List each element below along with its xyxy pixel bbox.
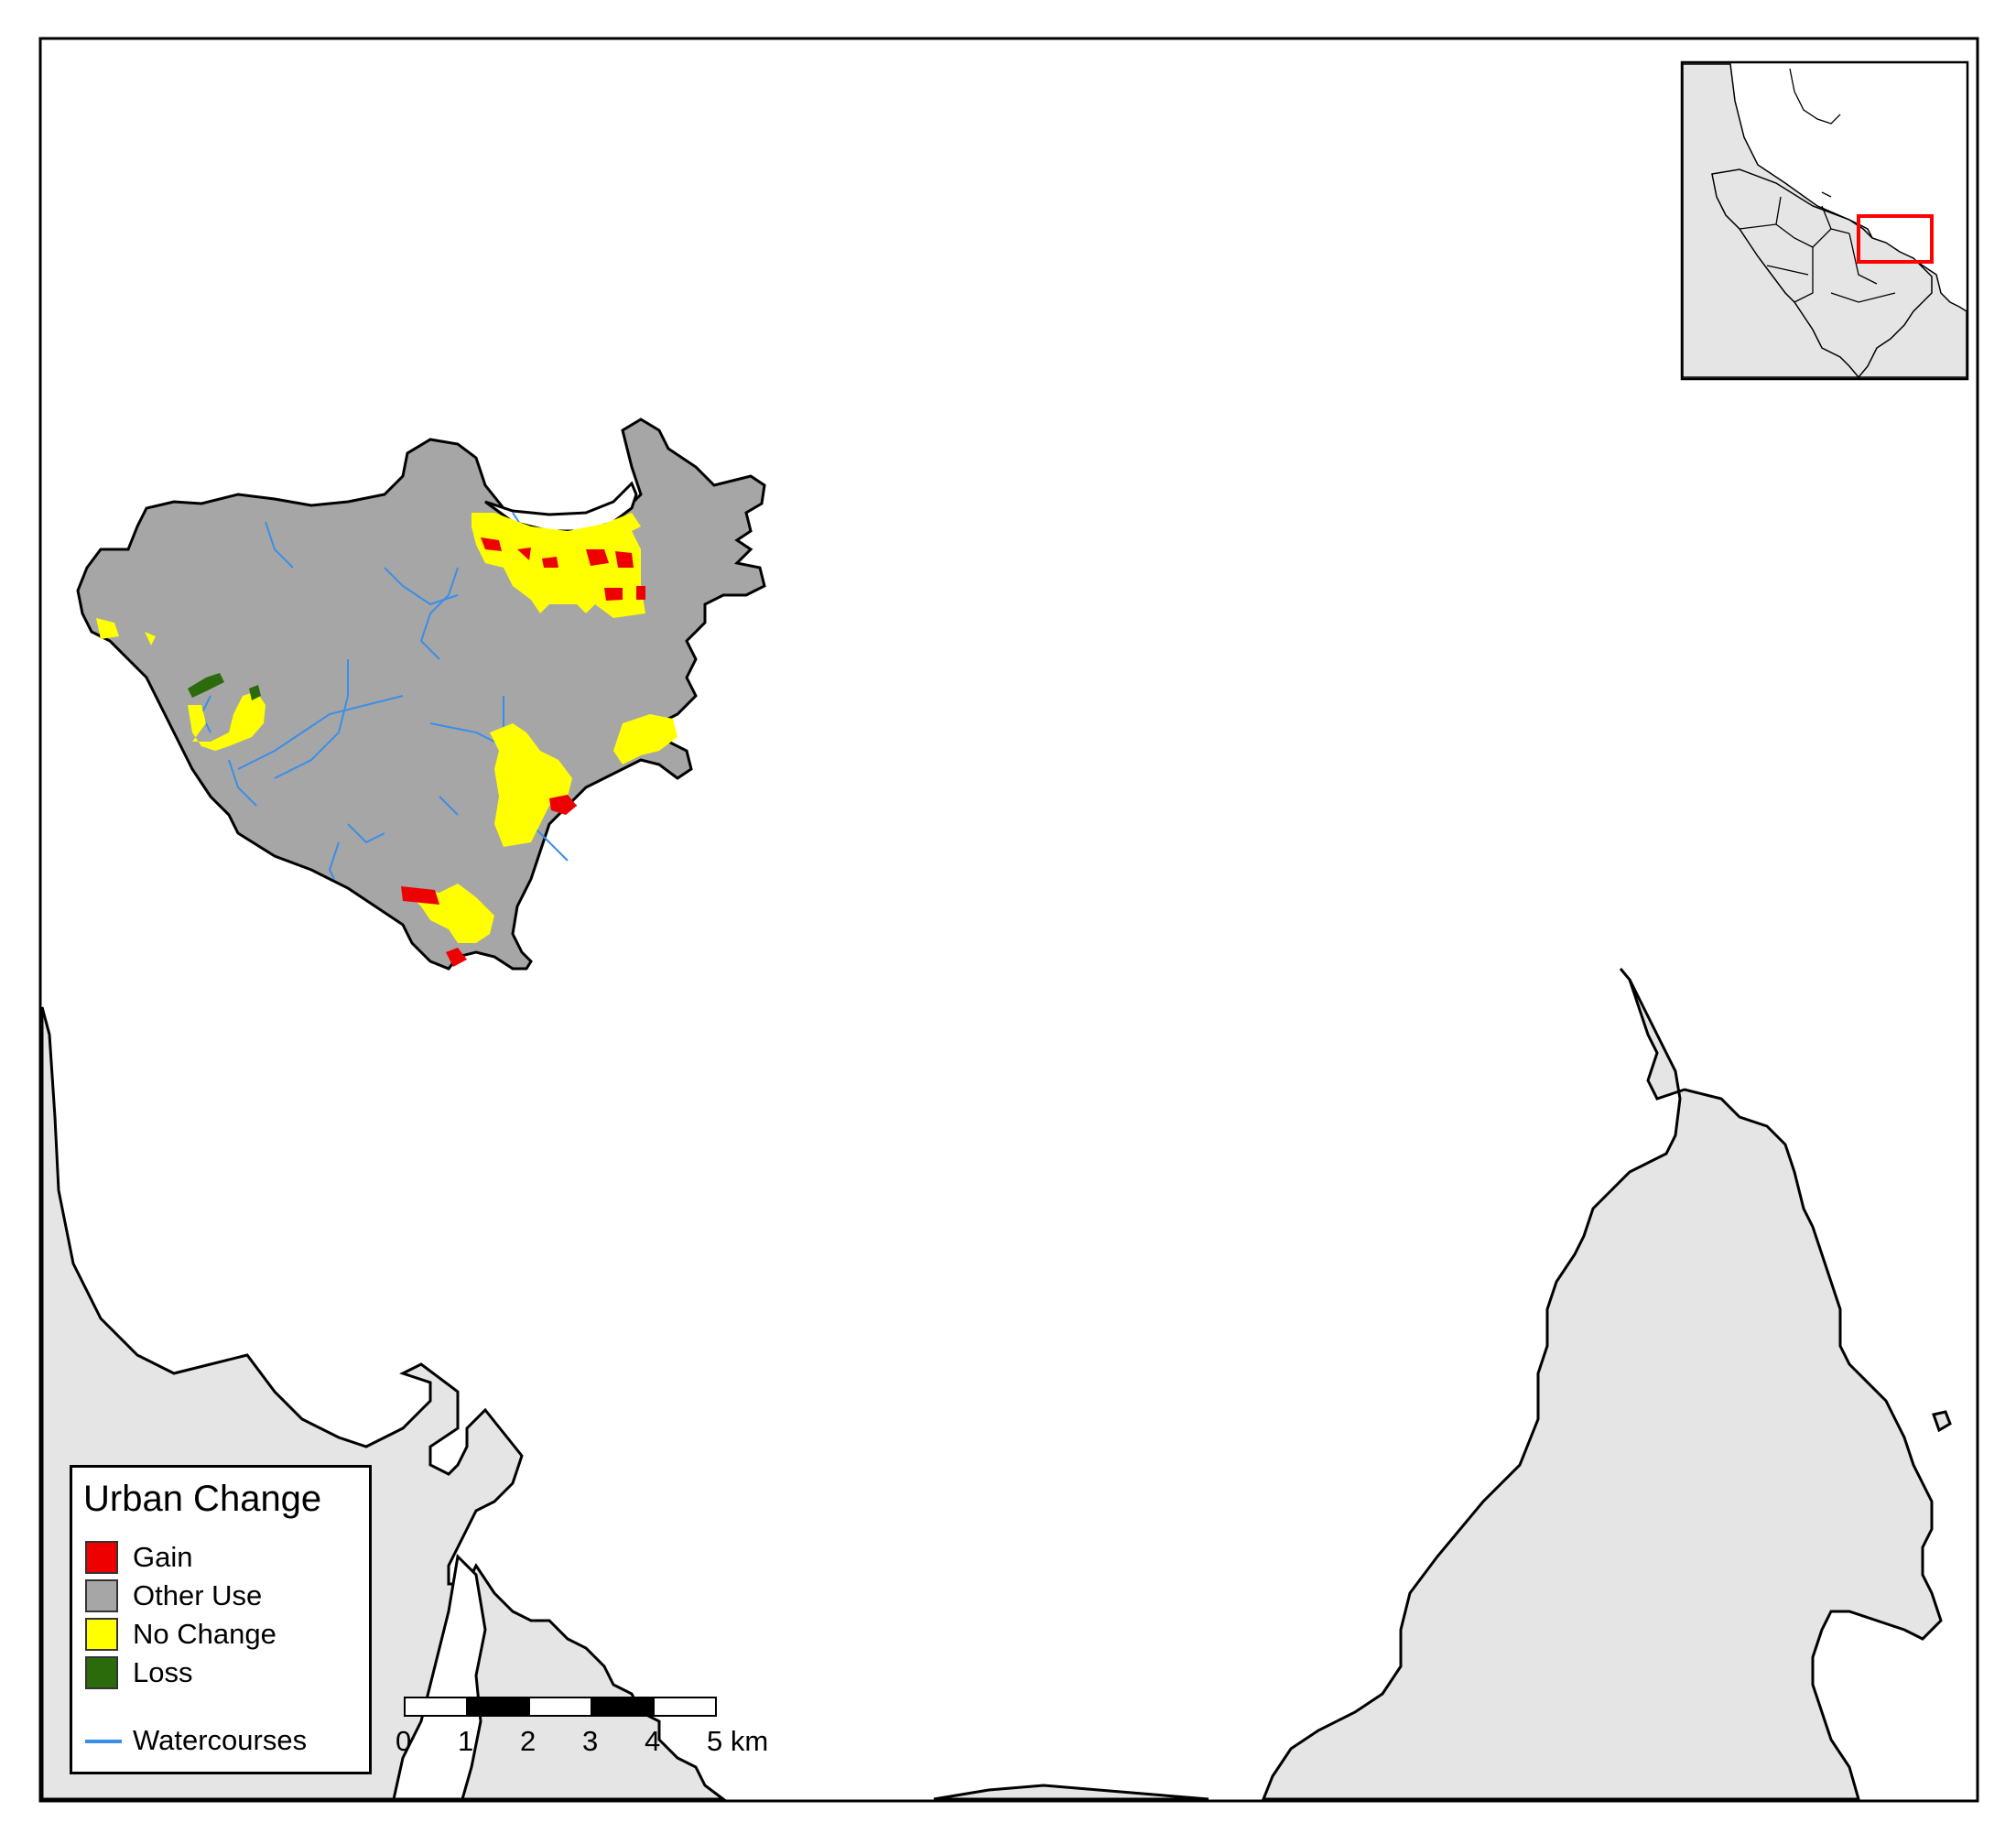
map-legend: Urban Change Gain Other Use No Change Lo… <box>70 1465 372 1774</box>
legend-swatch-no-change <box>85 1618 118 1651</box>
scale-tick-0: 0 <box>396 1725 411 1757</box>
legend-title: Urban Change <box>83 1479 321 1520</box>
legend-label-loss: Loss <box>133 1654 192 1691</box>
watercourse-line-icon <box>85 1740 122 1743</box>
legend-swatch-loss <box>85 1656 118 1689</box>
legend-label-no-change: No Change <box>133 1616 276 1653</box>
scale-tick-5: 5 km <box>707 1725 768 1757</box>
scale-tick-1: 1 <box>458 1725 473 1757</box>
locator-map-icon <box>1682 62 1967 379</box>
scale-tick-3: 3 <box>582 1725 598 1757</box>
legend-swatch-other-use <box>85 1579 118 1612</box>
scale-tick-2: 2 <box>520 1725 536 1757</box>
legend-label-other-use: Other Use <box>133 1578 262 1614</box>
legend-swatch-gain <box>85 1541 118 1574</box>
legend-label-watercourses: Watercourses <box>133 1722 307 1759</box>
legend-label-gain: Gain <box>133 1539 192 1576</box>
scale-tick-4: 4 <box>645 1725 660 1757</box>
